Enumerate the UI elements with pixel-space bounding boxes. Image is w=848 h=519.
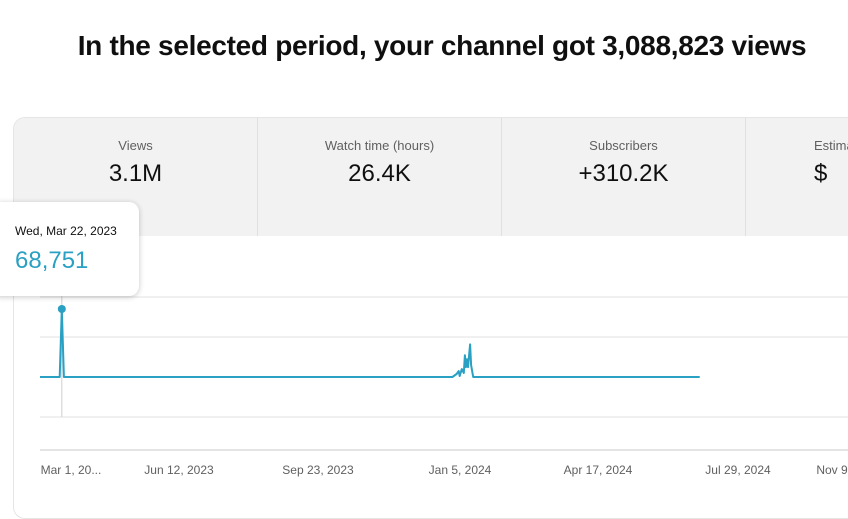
x-tick-label: Sep 23, 2023: [282, 463, 354, 477]
metric-value: +310.2K: [578, 160, 669, 187]
metric-label: Subscribers: [589, 138, 658, 153]
tooltip-value: 68,751: [15, 247, 89, 274]
views-line-chart[interactable]: Mar 1, 20... Jun 12, 2023 Sep 23, 2023 Jan …: [0, 0, 848, 498]
metric-tab-subscribers[interactable]: Subscribers +310.2K: [502, 118, 746, 236]
chart-series: [40, 305, 700, 378]
x-tick-label: Apr 17, 2024: [564, 463, 633, 477]
x-tick-label: Jul 29, 2024: [705, 463, 771, 477]
metric-value: $: [814, 160, 828, 187]
metric-tabs: Views 3.1M Watch time (hours) 26.4K Subs…: [14, 118, 848, 236]
hover-point: [57, 305, 66, 313]
metric-label: Watch time (hours): [324, 138, 435, 153]
series-line: [40, 308, 700, 378]
metric-value: 26.4K: [348, 160, 411, 187]
chart-gridlines: [40, 296, 848, 451]
metric-value: 3.1M: [108, 160, 163, 187]
x-tick-label: Mar 1, 20...: [41, 463, 102, 477]
x-tick-label: Jan 5, 2024: [429, 463, 492, 477]
metric-tab-watch-time[interactable]: Watch time (hours) 26.4K: [258, 118, 502, 236]
metric-label: Estima: [814, 138, 848, 153]
chart-tooltip: Wed, Mar 22, 2023 68,751: [0, 202, 139, 296]
metric-label: Views: [118, 138, 153, 153]
page-title: In the selected period, your channel got…: [77, 30, 807, 61]
chart-x-axis: Mar 1, 20... Jun 12, 2023 Sep 23, 2023 Jan …: [41, 463, 848, 477]
x-tick-label: Jun 12, 2023: [144, 463, 214, 477]
metric-tab-estimated-revenue[interactable]: Estima $: [746, 118, 848, 236]
tooltip-date: Wed, Mar 22, 2023: [15, 224, 117, 238]
x-tick-label: Nov 9: [816, 463, 848, 477]
analytics-card: Views 3.1M Watch time (hours) 26.4K Subs…: [13, 117, 848, 519]
